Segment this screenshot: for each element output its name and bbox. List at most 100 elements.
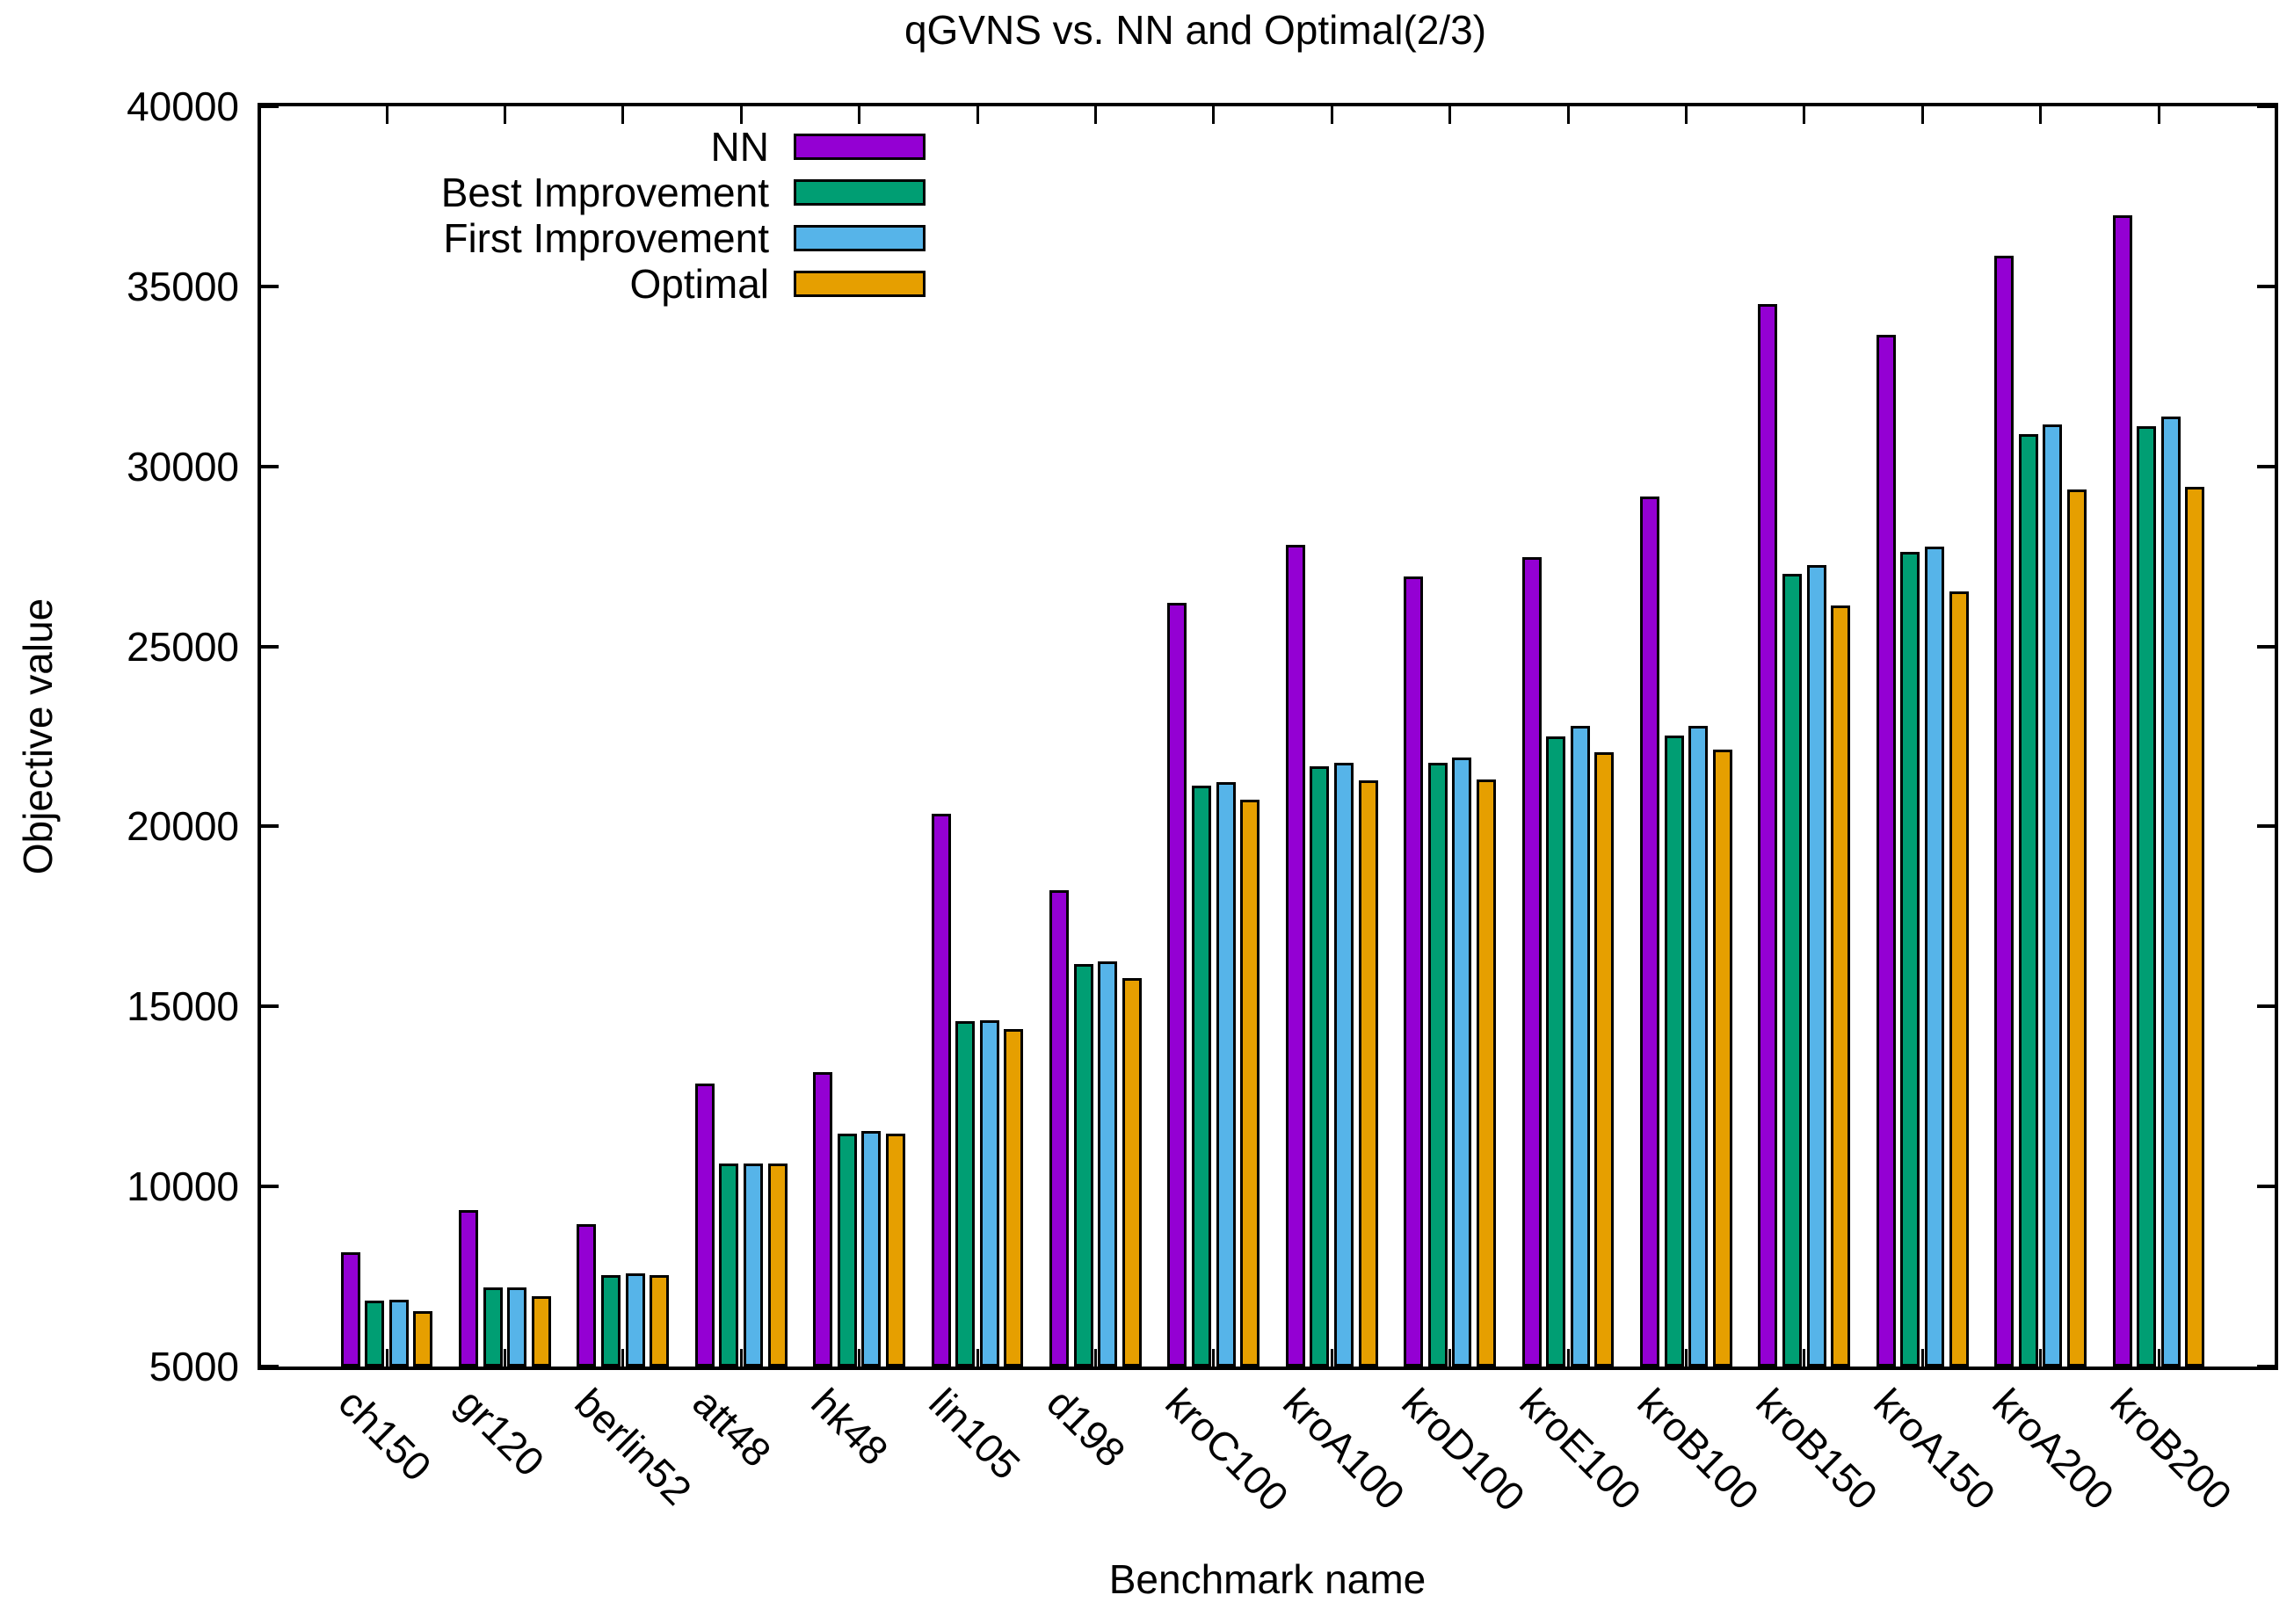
y-tick-label-5000: 5000: [149, 1344, 239, 1389]
y-tick-mark: [261, 284, 279, 288]
x-tick-mark: [2157, 106, 2160, 124]
y-axis-label: Objective value: [15, 598, 61, 875]
x-tick-mark: [1212, 1349, 1216, 1367]
bar-Best-Improvement-kroB200: [2137, 425, 2157, 1367]
y-tick-label-40000: 40000: [127, 83, 239, 129]
x-tick-label-kroA200: kroA200: [1983, 1379, 2123, 1519]
x-axis-label: Benchmark name: [1108, 1556, 1426, 1602]
y-tick-label-15000: 15000: [127, 983, 239, 1030]
bar-Best-Improvement-kroA150: [1900, 551, 1920, 1367]
x-tick-mark: [858, 1349, 861, 1367]
x-tick-label-berlin52: berlin52: [566, 1379, 701, 1514]
bar-First-Improvement-att48: [744, 1163, 763, 1367]
bar-Best-Improvement-kroE100: [1546, 736, 1566, 1367]
y-tick-mark: [2257, 284, 2275, 288]
x-tick-mark: [976, 106, 979, 124]
bar-NN-berlin52: [577, 1223, 597, 1367]
x-tick-mark: [858, 106, 861, 124]
bar-NN-kroA100: [1285, 545, 1305, 1367]
bar-Best-Improvement-ch150: [365, 1301, 385, 1367]
x-tick-mark: [1684, 106, 1688, 124]
x-tick-mark: [1803, 1349, 1806, 1367]
legend-label-Best-Improvement: Best Improvement: [440, 170, 769, 215]
x-tick-mark: [1566, 1349, 1570, 1367]
x-tick-mark: [1684, 1349, 1688, 1367]
bar-Best-Improvement-kroC100: [1192, 786, 1211, 1367]
bar-Best-Improvement-gr120: [483, 1287, 503, 1367]
x-tick-label-kroD100: kroD100: [1392, 1379, 1534, 1520]
x-tick-mark: [1566, 106, 1570, 124]
bar-First-Improvement-kroA150: [1925, 546, 1944, 1367]
chart-title: qGVNS vs. NN and Optimal(2/3): [904, 7, 1487, 53]
y-tick-label-10000: 10000: [127, 1164, 239, 1210]
bar-Best-Improvement-d198: [1073, 963, 1093, 1367]
bar-Optimal-kroA100: [1358, 779, 1378, 1367]
bar-Best-Improvement-kroA200: [2018, 433, 2038, 1367]
bar-Optimal-kroA150: [1949, 591, 1969, 1367]
bar-Best-Improvement-kroB150: [1782, 573, 1802, 1367]
x-tick-mark: [503, 1349, 506, 1367]
y-tick-mark: [2257, 464, 2275, 468]
bar-Best-Improvement-hk48: [837, 1133, 857, 1367]
bar-NN-kroC100: [1167, 602, 1187, 1367]
bar-Optimal-kroB150: [1831, 605, 1851, 1367]
y-tick-label-35000: 35000: [127, 263, 239, 309]
y-tick-mark: [2257, 1004, 2275, 1009]
x-tick-mark: [1920, 1349, 1924, 1367]
bar-NN-kroA150: [1876, 335, 1896, 1367]
x-tick-label-d198: d198: [1038, 1379, 1135, 1476]
bar-First-Improvement-berlin52: [625, 1273, 645, 1367]
bar-NN-hk48: [813, 1071, 833, 1367]
x-tick-mark: [1093, 106, 1097, 124]
x-tick-mark: [1920, 106, 1924, 124]
bar-First-Improvement-kroD100: [1452, 758, 1472, 1367]
bar-First-Improvement-kroE100: [1570, 726, 1590, 1367]
x-tick-mark: [1330, 106, 1333, 124]
bar-Optimal-hk48: [886, 1134, 905, 1367]
bar-Best-Improvement-kroD100: [1427, 763, 1448, 1367]
bar-Optimal-ch150: [413, 1311, 433, 1367]
bar-Optimal-d198: [1122, 978, 1142, 1367]
bar-Optimal-gr120: [531, 1296, 551, 1367]
x-tick-label-kroB150: kroB150: [1747, 1379, 1887, 1519]
bar-NN-att48: [694, 1083, 715, 1367]
x-tick-mark: [385, 1349, 388, 1367]
x-tick-mark: [1093, 1349, 1097, 1367]
bar-First-Improvement-hk48: [861, 1131, 882, 1367]
bar-Optimal-kroB100: [1712, 749, 1732, 1367]
bar-Optimal-lin105: [1004, 1028, 1024, 1367]
bar-Best-Improvement-kroA100: [1310, 766, 1330, 1367]
bar-Optimal-berlin52: [650, 1274, 670, 1367]
x-tick-label-kroB200: kroB200: [2102, 1379, 2241, 1519]
x-tick-mark: [2039, 1349, 2043, 1367]
bar-Optimal-kroB200: [2185, 486, 2205, 1367]
bar-First-Improvement-kroC100: [1216, 782, 1236, 1367]
x-tick-label-kroA100: kroA100: [1274, 1379, 1414, 1519]
legend-swatch-First-Improvement: [794, 225, 926, 251]
x-tick-mark: [2157, 1349, 2160, 1367]
bar-First-Improvement-kroB150: [1806, 564, 1826, 1367]
bar-Optimal-kroC100: [1240, 799, 1260, 1367]
y-tick-label-25000: 25000: [127, 623, 239, 670]
bar-NN-ch150: [340, 1252, 360, 1367]
legend-label-Optimal: Optimal: [629, 261, 769, 307]
y-tick-mark: [2257, 105, 2275, 108]
bar-First-Improvement-gr120: [507, 1287, 527, 1367]
x-tick-mark: [503, 106, 506, 124]
x-tick-label-hk48: hk48: [802, 1379, 897, 1475]
y-tick-mark: [261, 464, 279, 468]
bar-First-Improvement-d198: [1098, 961, 1118, 1367]
bar-Best-Improvement-att48: [719, 1163, 739, 1367]
bar-NN-lin105: [931, 813, 951, 1367]
y-tick-mark: [261, 644, 279, 649]
bar-Best-Improvement-lin105: [955, 1020, 976, 1367]
bar-First-Improvement-kroA100: [1334, 763, 1354, 1367]
bar-Optimal-att48: [767, 1164, 788, 1367]
y-tick-mark: [2257, 644, 2275, 649]
y-tick-mark: [261, 824, 279, 829]
y-tick-mark: [261, 105, 279, 108]
y-tick-mark: [261, 1004, 279, 1009]
x-tick-mark: [621, 106, 625, 124]
y-tick-mark: [2257, 824, 2275, 829]
x-tick-label-lin105: lin105: [920, 1379, 1029, 1489]
